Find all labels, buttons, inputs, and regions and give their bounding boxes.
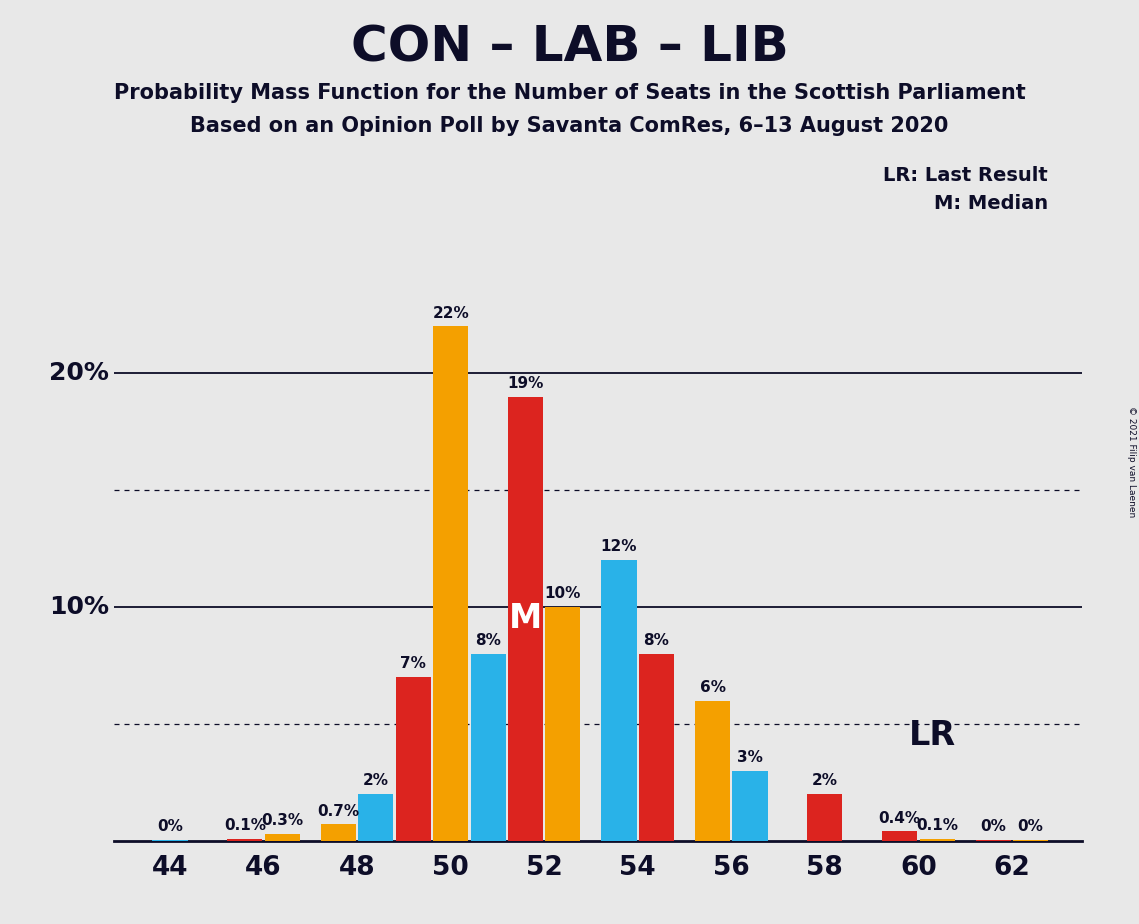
Bar bbox=[359, 794, 393, 841]
Bar bbox=[546, 607, 581, 841]
Text: LR: Last Result: LR: Last Result bbox=[883, 166, 1048, 186]
Text: M: Median: M: Median bbox=[934, 194, 1048, 213]
Bar bbox=[264, 833, 300, 841]
Text: 0%: 0% bbox=[981, 819, 1006, 833]
Text: M: M bbox=[509, 602, 542, 635]
Text: 0%: 0% bbox=[1017, 819, 1043, 833]
Text: 8%: 8% bbox=[475, 633, 501, 648]
Text: © 2021 Filip van Laenen: © 2021 Filip van Laenen bbox=[1126, 407, 1136, 517]
Bar bbox=[601, 560, 637, 841]
Bar bbox=[639, 654, 674, 841]
Bar bbox=[695, 700, 730, 841]
Text: 0.1%: 0.1% bbox=[916, 818, 958, 833]
Text: 0.1%: 0.1% bbox=[224, 818, 265, 833]
Text: 7%: 7% bbox=[400, 656, 426, 672]
Text: 6%: 6% bbox=[699, 680, 726, 695]
Text: LR: LR bbox=[909, 719, 956, 752]
Bar bbox=[882, 832, 917, 841]
Bar bbox=[976, 840, 1010, 841]
Text: 3%: 3% bbox=[737, 750, 763, 765]
Bar bbox=[321, 824, 357, 841]
Bar bbox=[919, 838, 954, 841]
Text: 0.7%: 0.7% bbox=[318, 804, 360, 819]
Bar bbox=[395, 677, 431, 841]
Text: 10%: 10% bbox=[49, 595, 109, 619]
Text: 0.4%: 0.4% bbox=[878, 810, 920, 826]
Text: CON – LAB – LIB: CON – LAB – LIB bbox=[351, 23, 788, 71]
Bar bbox=[508, 396, 543, 841]
Text: 2%: 2% bbox=[812, 773, 838, 788]
Text: 10%: 10% bbox=[544, 586, 581, 602]
Text: 20%: 20% bbox=[49, 361, 109, 385]
Text: 2%: 2% bbox=[363, 773, 388, 788]
Text: 0.3%: 0.3% bbox=[261, 813, 303, 828]
Text: 22%: 22% bbox=[433, 306, 469, 321]
Text: Based on an Opinion Poll by Savanta ComRes, 6–13 August 2020: Based on an Opinion Poll by Savanta ComR… bbox=[190, 116, 949, 136]
Text: 8%: 8% bbox=[644, 633, 670, 648]
Bar bbox=[1013, 840, 1048, 841]
Text: 19%: 19% bbox=[507, 376, 543, 391]
Bar bbox=[470, 654, 506, 841]
Bar bbox=[228, 838, 262, 841]
Text: 0%: 0% bbox=[157, 819, 183, 833]
Text: 12%: 12% bbox=[600, 540, 638, 554]
Bar bbox=[808, 794, 843, 841]
Bar bbox=[433, 326, 468, 841]
Bar bbox=[153, 840, 188, 841]
Bar bbox=[732, 771, 768, 841]
Text: Probability Mass Function for the Number of Seats in the Scottish Parliament: Probability Mass Function for the Number… bbox=[114, 83, 1025, 103]
